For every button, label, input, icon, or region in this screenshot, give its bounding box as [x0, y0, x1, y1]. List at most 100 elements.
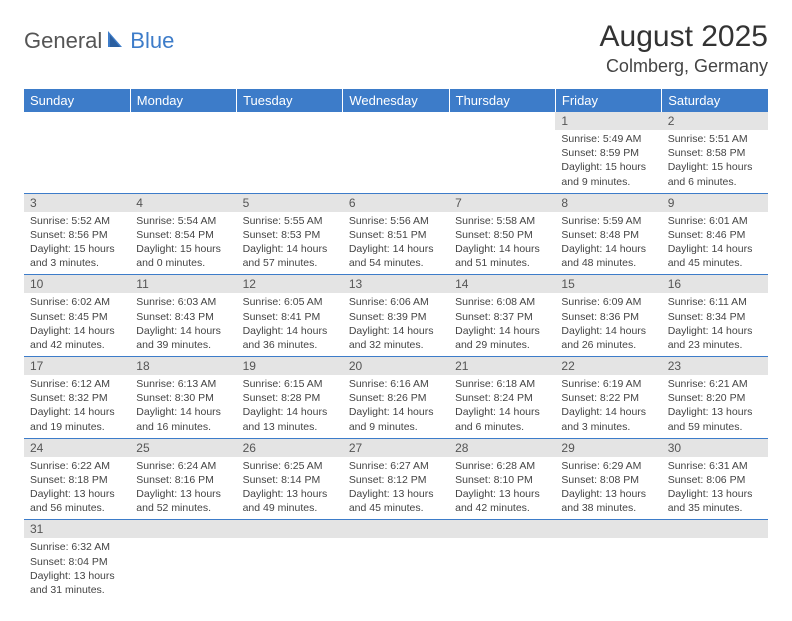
day-cell: 16Sunrise: 6:11 AMSunset: 8:34 PMDayligh… — [662, 275, 768, 357]
logo: General Blue — [24, 28, 174, 54]
day-cell-empty — [449, 112, 555, 193]
day-cell: 10Sunrise: 6:02 AMSunset: 8:45 PMDayligh… — [24, 275, 130, 357]
day-number: 10 — [24, 275, 130, 293]
day-cell-empty — [555, 520, 661, 601]
weekday-header: Thursday — [449, 89, 555, 112]
weekday-header: Saturday — [662, 89, 768, 112]
day-details: Sunrise: 6:13 AMSunset: 8:30 PMDaylight:… — [130, 375, 236, 438]
day-cell: 3Sunrise: 5:52 AMSunset: 8:56 PMDaylight… — [24, 193, 130, 275]
day-number: 22 — [555, 357, 661, 375]
day-number: 8 — [555, 194, 661, 212]
calendar-row: 31Sunrise: 6:32 AMSunset: 8:04 PMDayligh… — [24, 520, 768, 601]
day-details: Sunrise: 6:19 AMSunset: 8:22 PMDaylight:… — [555, 375, 661, 438]
day-cell: 17Sunrise: 6:12 AMSunset: 8:32 PMDayligh… — [24, 357, 130, 439]
day-number: 23 — [662, 357, 768, 375]
day-number: 30 — [662, 439, 768, 457]
day-details: Sunrise: 6:08 AMSunset: 8:37 PMDaylight:… — [449, 293, 555, 356]
day-cell: 20Sunrise: 6:16 AMSunset: 8:26 PMDayligh… — [343, 357, 449, 439]
day-details: Sunrise: 6:05 AMSunset: 8:41 PMDaylight:… — [237, 293, 343, 356]
day-cell: 29Sunrise: 6:29 AMSunset: 8:08 PMDayligh… — [555, 438, 661, 520]
day-details: Sunrise: 6:12 AMSunset: 8:32 PMDaylight:… — [24, 375, 130, 438]
day-cell-empty — [237, 112, 343, 193]
calendar-table: SundayMondayTuesdayWednesdayThursdayFrid… — [24, 89, 768, 601]
day-cell: 13Sunrise: 6:06 AMSunset: 8:39 PMDayligh… — [343, 275, 449, 357]
day-number: 15 — [555, 275, 661, 293]
day-cell: 30Sunrise: 6:31 AMSunset: 8:06 PMDayligh… — [662, 438, 768, 520]
day-cell: 7Sunrise: 5:58 AMSunset: 8:50 PMDaylight… — [449, 193, 555, 275]
day-details: Sunrise: 6:31 AMSunset: 8:06 PMDaylight:… — [662, 457, 768, 520]
day-cell: 11Sunrise: 6:03 AMSunset: 8:43 PMDayligh… — [130, 275, 236, 357]
day-number: 28 — [449, 439, 555, 457]
day-number: 12 — [237, 275, 343, 293]
day-details: Sunrise: 5:51 AMSunset: 8:58 PMDaylight:… — [662, 130, 768, 193]
logo-text-blue: Blue — [130, 28, 174, 54]
day-number: 5 — [237, 194, 343, 212]
day-details: Sunrise: 6:11 AMSunset: 8:34 PMDaylight:… — [662, 293, 768, 356]
calendar-row: 3Sunrise: 5:52 AMSunset: 8:56 PMDaylight… — [24, 193, 768, 275]
day-cell-empty — [130, 520, 236, 601]
day-details: Sunrise: 5:58 AMSunset: 8:50 PMDaylight:… — [449, 212, 555, 275]
day-details: Sunrise: 6:29 AMSunset: 8:08 PMDaylight:… — [555, 457, 661, 520]
day-details: Sunrise: 6:03 AMSunset: 8:43 PMDaylight:… — [130, 293, 236, 356]
day-number: 29 — [555, 439, 661, 457]
day-number: 21 — [449, 357, 555, 375]
header: General Blue August 2025 Colmberg, Germa… — [24, 20, 768, 77]
weekday-header: Friday — [555, 89, 661, 112]
day-details: Sunrise: 5:54 AMSunset: 8:54 PMDaylight:… — [130, 212, 236, 275]
day-details: Sunrise: 6:16 AMSunset: 8:26 PMDaylight:… — [343, 375, 449, 438]
day-number: 27 — [343, 439, 449, 457]
day-details: Sunrise: 6:32 AMSunset: 8:04 PMDaylight:… — [24, 538, 130, 601]
day-cell: 6Sunrise: 5:56 AMSunset: 8:51 PMDaylight… — [343, 193, 449, 275]
weekday-header: Monday — [130, 89, 236, 112]
day-cell: 9Sunrise: 6:01 AMSunset: 8:46 PMDaylight… — [662, 193, 768, 275]
day-details: Sunrise: 6:22 AMSunset: 8:18 PMDaylight:… — [24, 457, 130, 520]
day-cell: 1Sunrise: 5:49 AMSunset: 8:59 PMDaylight… — [555, 112, 661, 193]
day-number: 9 — [662, 194, 768, 212]
day-cell: 27Sunrise: 6:27 AMSunset: 8:12 PMDayligh… — [343, 438, 449, 520]
day-number: 24 — [24, 439, 130, 457]
day-cell-empty — [24, 112, 130, 193]
day-cell: 21Sunrise: 6:18 AMSunset: 8:24 PMDayligh… — [449, 357, 555, 439]
day-details: Sunrise: 6:02 AMSunset: 8:45 PMDaylight:… — [24, 293, 130, 356]
day-number: 2 — [662, 112, 768, 130]
day-cell: 2Sunrise: 5:51 AMSunset: 8:58 PMDaylight… — [662, 112, 768, 193]
logo-text-general: General — [24, 28, 102, 54]
day-cell-empty — [343, 520, 449, 601]
day-number: 3 — [24, 194, 130, 212]
day-cell: 25Sunrise: 6:24 AMSunset: 8:16 PMDayligh… — [130, 438, 236, 520]
month-title: August 2025 — [600, 20, 768, 54]
day-number: 20 — [343, 357, 449, 375]
day-number: 19 — [237, 357, 343, 375]
day-cell: 19Sunrise: 6:15 AMSunset: 8:28 PMDayligh… — [237, 357, 343, 439]
sail-icon — [106, 29, 128, 54]
day-details: Sunrise: 5:59 AMSunset: 8:48 PMDaylight:… — [555, 212, 661, 275]
day-number: 17 — [24, 357, 130, 375]
day-cell-empty — [343, 112, 449, 193]
weekday-header: Wednesday — [343, 89, 449, 112]
location: Colmberg, Germany — [600, 56, 768, 77]
day-details: Sunrise: 6:06 AMSunset: 8:39 PMDaylight:… — [343, 293, 449, 356]
day-cell: 23Sunrise: 6:21 AMSunset: 8:20 PMDayligh… — [662, 357, 768, 439]
weekday-header: Tuesday — [237, 89, 343, 112]
day-cell: 22Sunrise: 6:19 AMSunset: 8:22 PMDayligh… — [555, 357, 661, 439]
day-cell-empty — [237, 520, 343, 601]
day-cell: 28Sunrise: 6:28 AMSunset: 8:10 PMDayligh… — [449, 438, 555, 520]
day-details: Sunrise: 6:18 AMSunset: 8:24 PMDaylight:… — [449, 375, 555, 438]
day-details: Sunrise: 5:56 AMSunset: 8:51 PMDaylight:… — [343, 212, 449, 275]
day-details: Sunrise: 5:49 AMSunset: 8:59 PMDaylight:… — [555, 130, 661, 193]
day-number: 14 — [449, 275, 555, 293]
calendar-row: 1Sunrise: 5:49 AMSunset: 8:59 PMDaylight… — [24, 112, 768, 193]
day-details: Sunrise: 6:24 AMSunset: 8:16 PMDaylight:… — [130, 457, 236, 520]
day-number: 4 — [130, 194, 236, 212]
day-cell: 5Sunrise: 5:55 AMSunset: 8:53 PMDaylight… — [237, 193, 343, 275]
day-number: 1 — [555, 112, 661, 130]
day-details: Sunrise: 6:01 AMSunset: 8:46 PMDaylight:… — [662, 212, 768, 275]
calendar-row: 24Sunrise: 6:22 AMSunset: 8:18 PMDayligh… — [24, 438, 768, 520]
calendar-row: 10Sunrise: 6:02 AMSunset: 8:45 PMDayligh… — [24, 275, 768, 357]
day-details: Sunrise: 5:52 AMSunset: 8:56 PMDaylight:… — [24, 212, 130, 275]
day-details: Sunrise: 6:09 AMSunset: 8:36 PMDaylight:… — [555, 293, 661, 356]
calendar-row: 17Sunrise: 6:12 AMSunset: 8:32 PMDayligh… — [24, 357, 768, 439]
day-number: 25 — [130, 439, 236, 457]
weekday-header-row: SundayMondayTuesdayWednesdayThursdayFrid… — [24, 89, 768, 112]
day-cell-empty — [662, 520, 768, 601]
